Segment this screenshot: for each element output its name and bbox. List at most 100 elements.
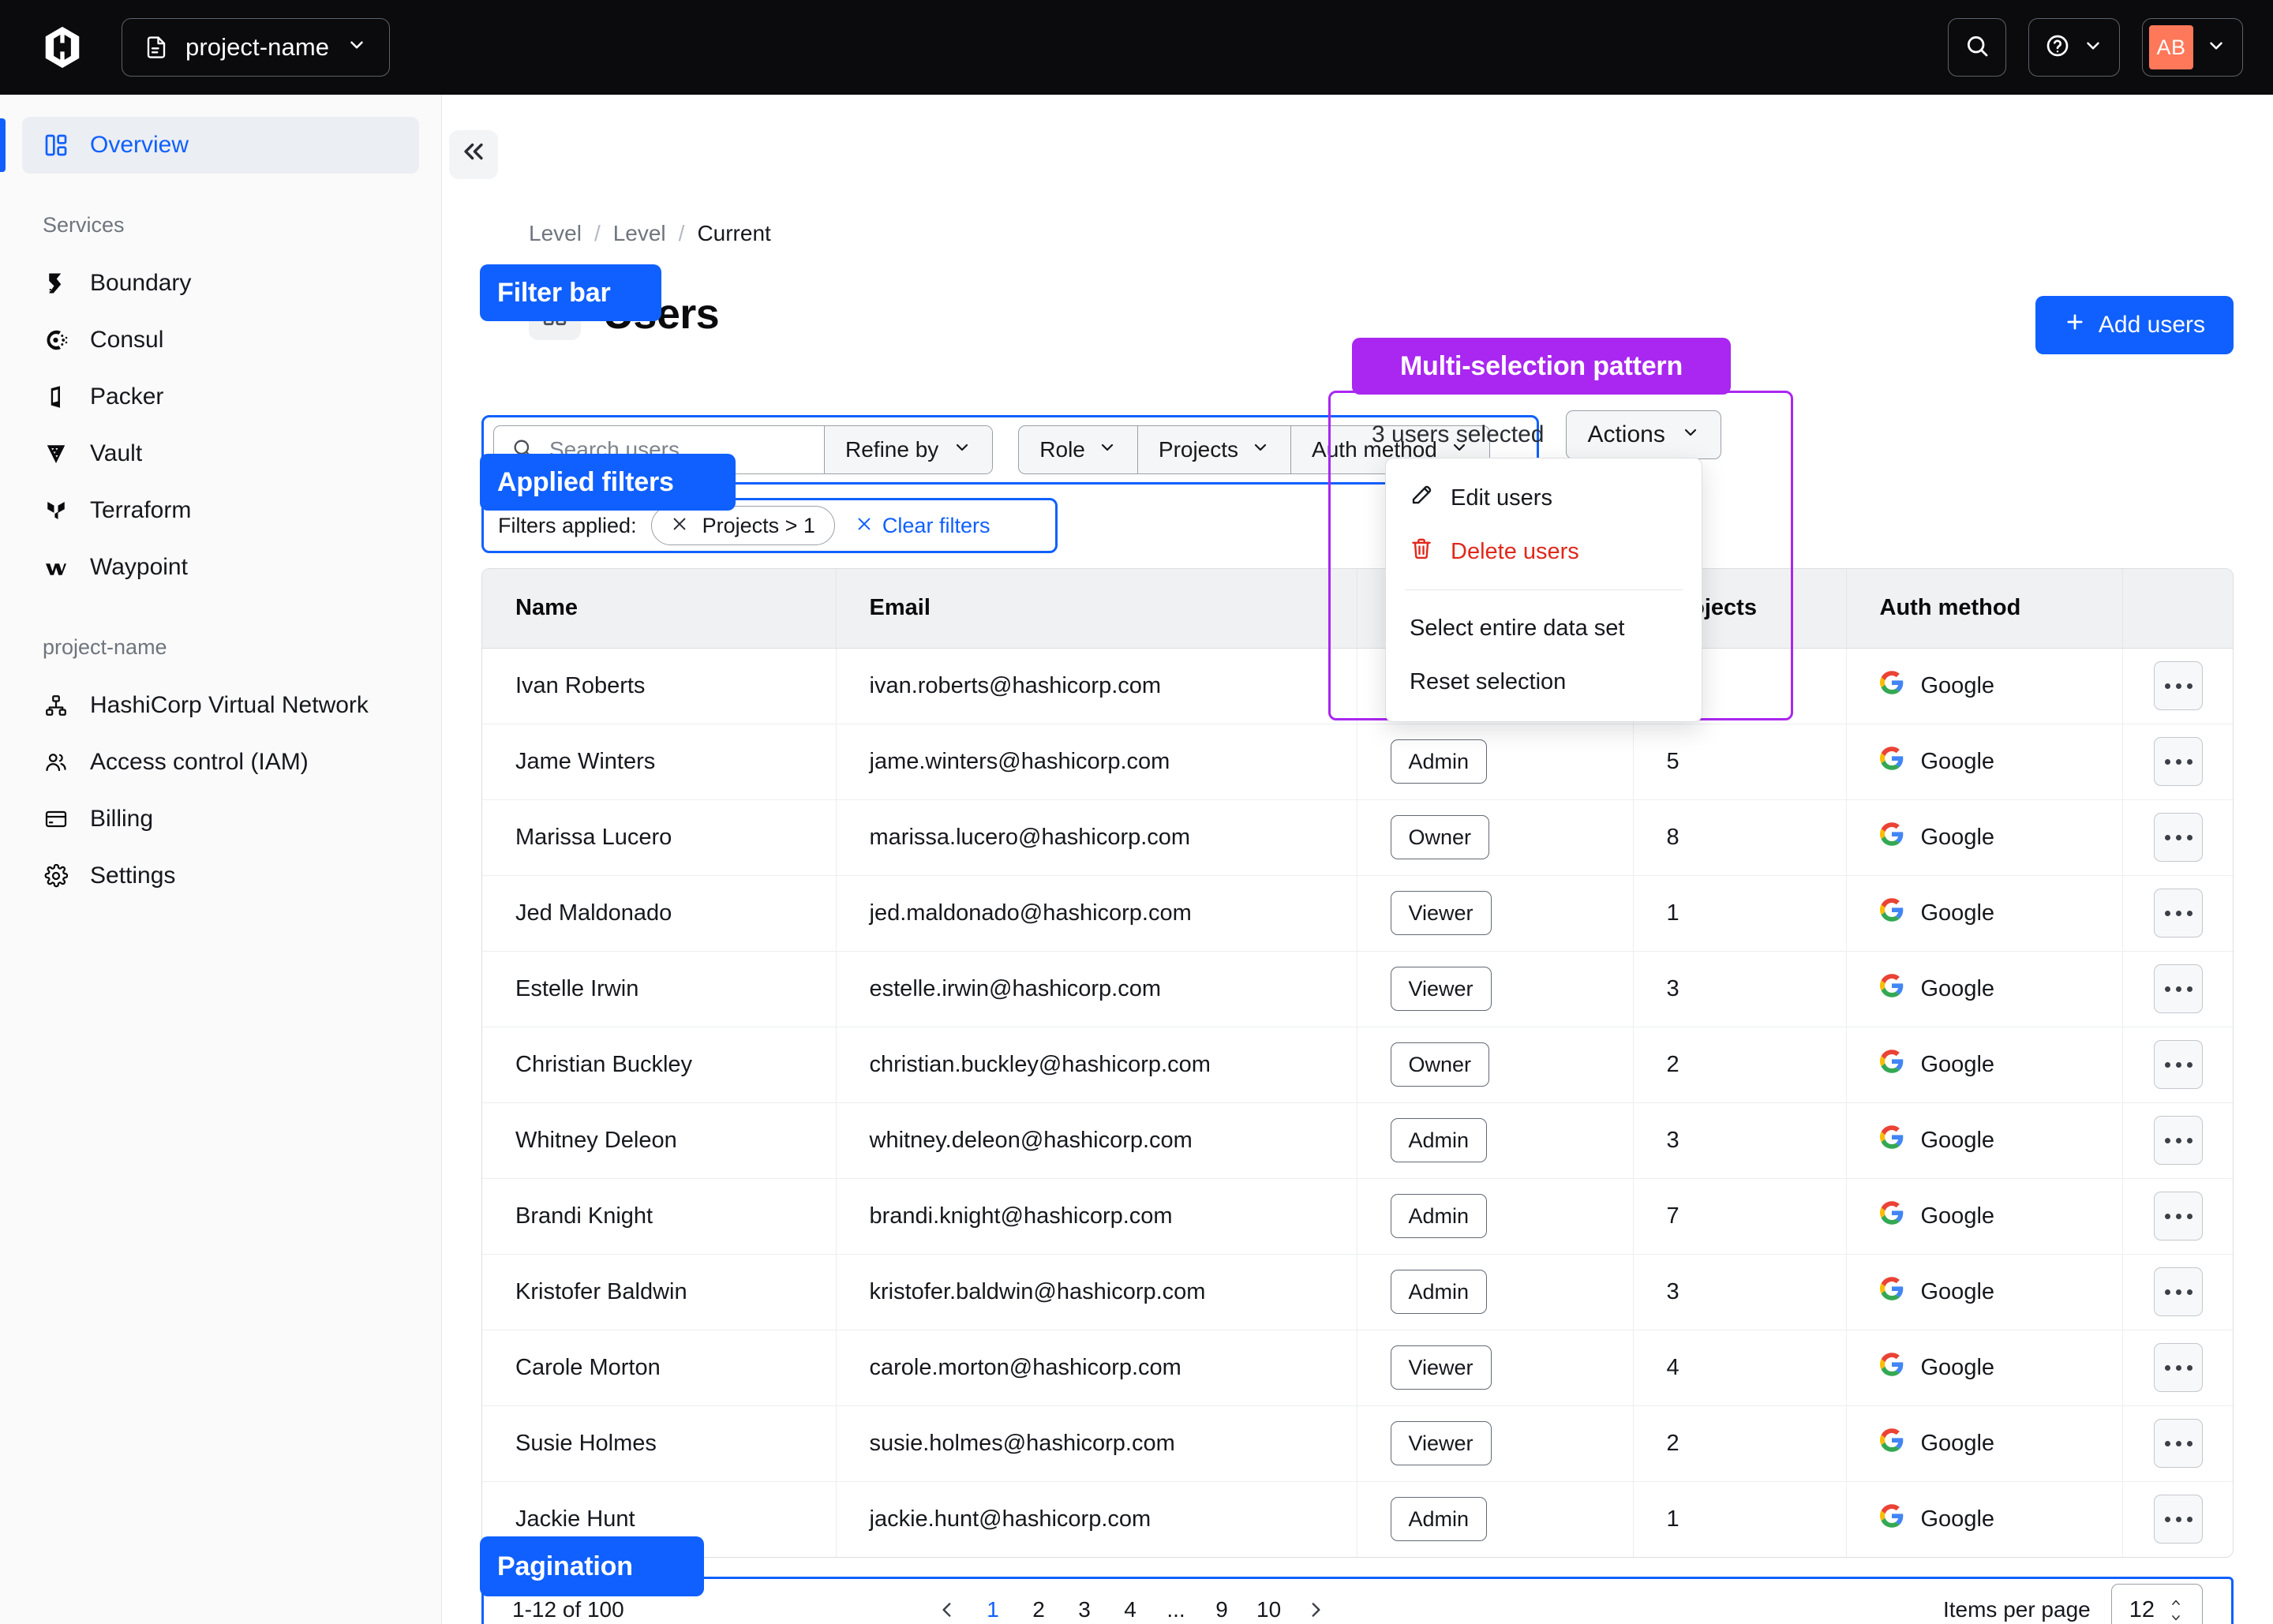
menu-item-select-entire-data-set[interactable]: Select entire data set bbox=[1386, 601, 1702, 655]
table-row[interactable]: Carole Morton carole.morton@hashicorp.com… bbox=[482, 1330, 2233, 1406]
sidebar-section-project: project-name bbox=[43, 635, 167, 659]
sidebar-item-overview[interactable]: Overview bbox=[0, 117, 419, 174]
row-actions-button[interactable] bbox=[2154, 813, 2203, 862]
pencil-icon bbox=[1410, 483, 1433, 513]
table-row[interactable]: Brandi Knight brandi.knight@hashicorp.com… bbox=[482, 1178, 2233, 1255]
pagination-page-10[interactable]: 10 bbox=[1256, 1597, 1282, 1622]
google-icon bbox=[1879, 1277, 1904, 1307]
table-row[interactable]: Marissa Lucero marissa.lucero@hashicorp.c… bbox=[482, 799, 2233, 876]
pagination-page-3[interactable]: 3 bbox=[1078, 1597, 1091, 1622]
sidebar-item-settings[interactable]: Settings bbox=[22, 848, 419, 904]
cell-projects: 2 bbox=[1633, 1405, 1847, 1482]
row-actions-button[interactable] bbox=[2154, 1116, 2203, 1165]
table-row[interactable]: Kristofer Baldwin kristofer.baldwin@hashi… bbox=[482, 1254, 2233, 1330]
filter-chip[interactable]: Projects > 1 bbox=[650, 506, 835, 545]
column-header-name[interactable]: Name bbox=[482, 569, 837, 649]
breadcrumb-item-2[interactable]: Level bbox=[612, 221, 666, 245]
menu-item-delete-users[interactable]: Delete users bbox=[1386, 525, 1702, 578]
hashicorp-logo[interactable] bbox=[39, 24, 85, 70]
cell-name: Carole Morton bbox=[482, 1330, 837, 1406]
menu-item-reset-selection[interactable]: Reset selection bbox=[1386, 655, 1702, 709]
chevron-down-icon bbox=[1251, 437, 1270, 462]
table-row[interactable]: Christian Buckley christian.buckley@hashi… bbox=[482, 1027, 2233, 1103]
sidebar-item-hashicorp-virtual-network[interactable]: HashiCorp Virtual Network bbox=[22, 677, 419, 734]
filter-projects-dropdown[interactable]: Projects bbox=[1138, 426, 1292, 473]
help-menu-button[interactable] bbox=[2028, 18, 2120, 77]
cell-role: Owner bbox=[1357, 1027, 1634, 1103]
cell-projects: 5 bbox=[1633, 724, 1847, 800]
consul-icon bbox=[43, 327, 69, 354]
document-icon bbox=[144, 34, 168, 61]
filter-role-label: Role bbox=[1039, 437, 1085, 462]
avatar: AB bbox=[2149, 25, 2193, 69]
table-row[interactable]: Estelle Irwin estelle.irwin@hashicorp.com… bbox=[482, 951, 2233, 1027]
close-icon[interactable] bbox=[671, 514, 688, 538]
pagination-prev-button[interactable] bbox=[928, 1588, 966, 1624]
items-per-page: Items per page 12 bbox=[1943, 1584, 2203, 1624]
project-switcher-label: project-name bbox=[185, 33, 330, 61]
cell-projects: 7 bbox=[1633, 1178, 1847, 1255]
sidebar-item-billing[interactable]: Billing bbox=[22, 791, 419, 848]
row-actions-button[interactable] bbox=[2154, 1192, 2203, 1240]
pagination-next-button[interactable] bbox=[1297, 1588, 1335, 1624]
sidebar-item-label: Packer bbox=[90, 384, 164, 410]
sidebar-collapse-button[interactable] bbox=[449, 130, 498, 179]
table-row[interactable]: Jackie Hunt jackie.hunt@hashicorp.com Admi… bbox=[482, 1481, 2233, 1557]
project-switcher[interactable]: project-name bbox=[122, 18, 391, 77]
cell-role: Admin bbox=[1357, 1254, 1634, 1330]
pagination-page-2[interactable]: 2 bbox=[1032, 1597, 1045, 1622]
pagination-page-4[interactable]: 4 bbox=[1124, 1597, 1136, 1622]
user-menu-button[interactable]: AB bbox=[2142, 18, 2243, 77]
sidebar-item-vault[interactable]: Vault bbox=[22, 425, 419, 482]
actions-button[interactable]: Actions bbox=[1566, 410, 1721, 459]
table-row[interactable]: Jed Maldonado jed.maldonado@hashicorp.com… bbox=[482, 875, 2233, 952]
pagination-page-1[interactable]: 1 bbox=[974, 1588, 1012, 1624]
cell-name: Jame Winters bbox=[482, 724, 837, 800]
row-actions-button[interactable] bbox=[2154, 661, 2203, 710]
main-content: Level / Level / Current Users Add users … bbox=[442, 95, 2273, 1624]
filter-role-dropdown[interactable]: Role bbox=[1019, 426, 1138, 473]
menu-item-edit-users[interactable]: Edit users bbox=[1386, 471, 1702, 525]
cell-name: Ivan Roberts bbox=[482, 648, 837, 724]
row-actions-button[interactable] bbox=[2154, 1343, 2203, 1392]
boundary-icon bbox=[43, 270, 69, 297]
row-actions-button[interactable] bbox=[2154, 1495, 2203, 1544]
add-users-button[interactable]: Add users bbox=[2035, 296, 2234, 354]
row-actions-button[interactable] bbox=[2154, 1040, 2203, 1089]
filter-auth-method-dropdown[interactable]: Auth method bbox=[1291, 426, 1489, 473]
cell-projects: 2 bbox=[1633, 1027, 1847, 1103]
sidebar-item-waypoint[interactable]: Waypoint bbox=[22, 539, 419, 596]
chevron-down-icon bbox=[1681, 421, 1700, 448]
table-row[interactable]: Susie Holmes susie.holmes@hashicorp.com Vi… bbox=[482, 1405, 2233, 1482]
google-icon bbox=[1879, 1050, 1904, 1080]
breadcrumb-item-1[interactable]: Level bbox=[529, 221, 582, 245]
cell-projects: 1 bbox=[1633, 875, 1847, 952]
sidebar-item-boundary[interactable]: Boundary bbox=[22, 255, 419, 312]
table-row[interactable]: Whitney Deleon whitney.deleon@hashicorp.c… bbox=[482, 1102, 2233, 1179]
sidebar-item-access-control-iam[interactable]: Access control (IAM) bbox=[22, 734, 419, 791]
cell-email: estelle.irwin@hashicorp.com bbox=[836, 951, 1357, 1027]
row-actions-button[interactable] bbox=[2154, 737, 2203, 786]
cell-name: Christian Buckley bbox=[482, 1027, 837, 1103]
row-actions-button[interactable] bbox=[2154, 1419, 2203, 1468]
table-row[interactable]: Jame Winters jame.winters@hashicorp.com Ad… bbox=[482, 724, 2233, 800]
column-header-email[interactable]: Email bbox=[836, 569, 1357, 649]
items-per-page-stepper[interactable]: 12 bbox=[2110, 1584, 2203, 1624]
refine-by-dropdown[interactable]: Refine by bbox=[824, 426, 993, 473]
sidebar-item-packer[interactable]: Packer bbox=[22, 369, 419, 425]
sidebar-item-terraform[interactable]: Terraform bbox=[22, 482, 419, 539]
global-search-button[interactable] bbox=[1948, 18, 2006, 77]
clear-filters-button[interactable]: Clear filters bbox=[856, 514, 990, 538]
pagination-pages: 1 2 3 4... 9 10 bbox=[928, 1588, 1335, 1624]
row-actions-button[interactable] bbox=[2154, 889, 2203, 937]
cell-auth-method: Google bbox=[1846, 1254, 2123, 1330]
column-header-auth-method[interactable]: Auth method bbox=[1846, 569, 2123, 649]
sidebar-item-consul[interactable]: Consul bbox=[22, 312, 419, 369]
filter-auth-method-label: Auth method bbox=[1312, 437, 1437, 462]
auth-method-label: Google bbox=[1920, 1430, 1995, 1456]
row-actions-button[interactable] bbox=[2154, 964, 2203, 1013]
row-actions-button[interactable] bbox=[2154, 1267, 2203, 1316]
sidebar-item-label: Billing bbox=[90, 806, 154, 832]
pagination-page-9[interactable]: 9 bbox=[1215, 1597, 1228, 1622]
chevron-down-icon bbox=[1450, 437, 1469, 462]
